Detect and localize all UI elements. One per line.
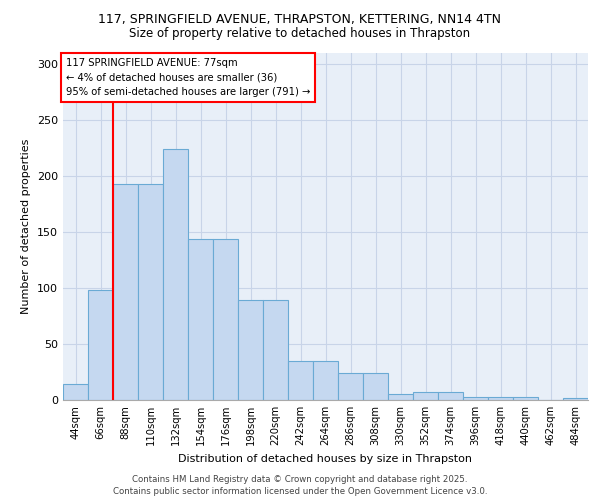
- Bar: [238, 300, 263, 400]
- Bar: [138, 184, 163, 400]
- Bar: [313, 361, 338, 400]
- Bar: [113, 184, 138, 400]
- Bar: [438, 392, 463, 400]
- Bar: [63, 384, 88, 400]
- Text: 117 SPRINGFIELD AVENUE: 77sqm
← 4% of detached houses are smaller (36)
95% of se: 117 SPRINGFIELD AVENUE: 77sqm ← 4% of de…: [65, 58, 310, 98]
- Bar: [188, 238, 213, 400]
- Bar: [338, 373, 363, 400]
- Bar: [388, 394, 413, 400]
- Text: 117, SPRINGFIELD AVENUE, THRAPSTON, KETTERING, NN14 4TN: 117, SPRINGFIELD AVENUE, THRAPSTON, KETT…: [98, 12, 502, 26]
- Y-axis label: Number of detached properties: Number of detached properties: [22, 138, 31, 314]
- X-axis label: Distribution of detached houses by size in Thrapston: Distribution of detached houses by size …: [179, 454, 473, 464]
- Bar: [488, 396, 513, 400]
- Bar: [163, 149, 188, 400]
- Bar: [213, 238, 238, 400]
- Bar: [563, 398, 588, 400]
- Bar: [463, 396, 488, 400]
- Text: Contains HM Land Registry data © Crown copyright and database right 2025.
Contai: Contains HM Land Registry data © Crown c…: [113, 474, 487, 496]
- Bar: [288, 361, 313, 400]
- Text: Size of property relative to detached houses in Thrapston: Size of property relative to detached ho…: [130, 28, 470, 40]
- Bar: [263, 300, 288, 400]
- Bar: [513, 396, 538, 400]
- Bar: [88, 290, 113, 400]
- Bar: [363, 373, 388, 400]
- Bar: [413, 392, 438, 400]
